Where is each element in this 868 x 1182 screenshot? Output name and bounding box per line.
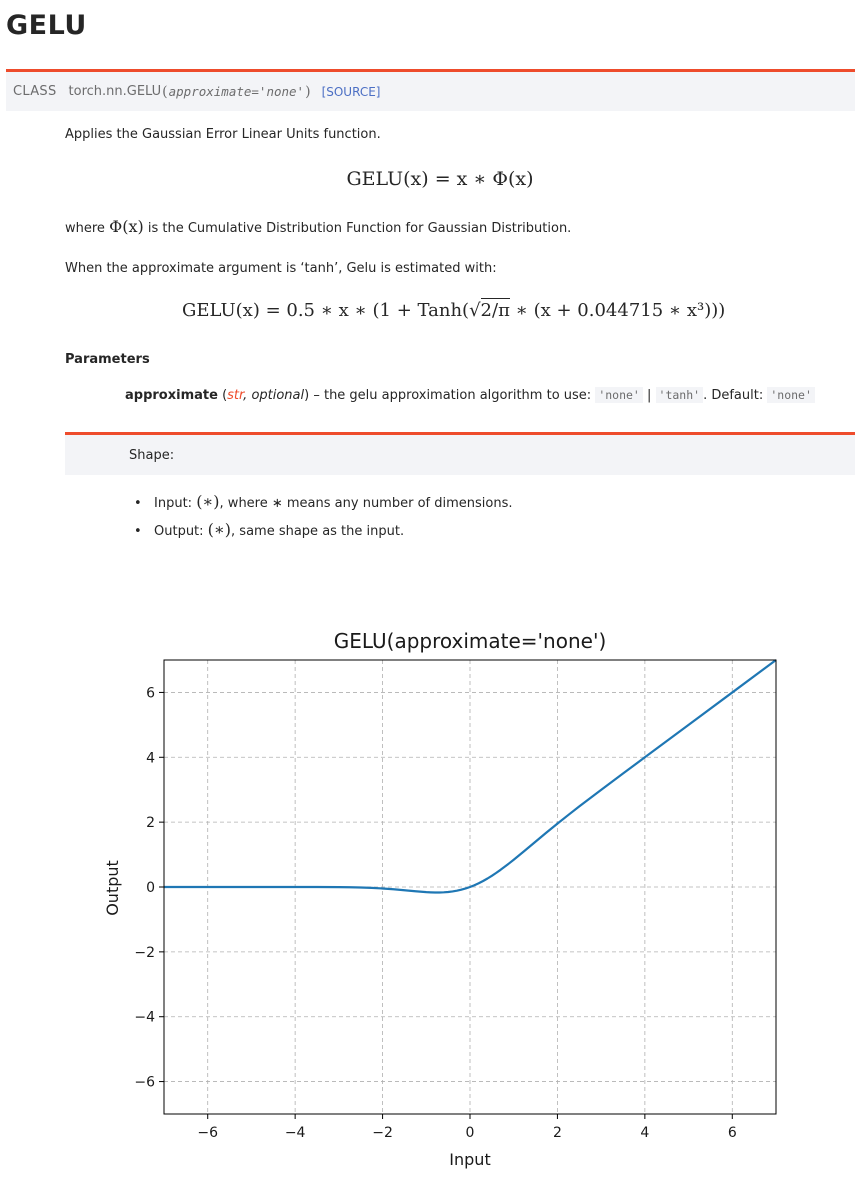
param-name: approximate bbox=[125, 388, 218, 403]
open-paren: ( bbox=[162, 83, 168, 100]
page-title: GELU bbox=[6, 10, 87, 41]
y-tick-label: 4 bbox=[146, 750, 155, 766]
gelu-equation: GELU(x) = x ∗ Φ(x) bbox=[346, 168, 534, 190]
bullet-dot: • bbox=[134, 496, 142, 511]
class-argument: approximate='none' bbox=[168, 84, 305, 99]
shape-item-text: , same shape as the input. bbox=[231, 524, 405, 539]
param-type-close: ) bbox=[304, 388, 310, 403]
param-optional: optional bbox=[251, 388, 305, 403]
where-prefix: where bbox=[65, 221, 105, 236]
class-keyword: CLASS bbox=[13, 84, 57, 99]
class-name: torch.nn.GELU bbox=[68, 84, 162, 99]
where-suffix: is the Cumulative Distribution Function … bbox=[147, 221, 572, 236]
param-type-sep: , bbox=[243, 388, 252, 403]
tanh-equation: GELU(x) = 0.5 ∗ x ∗ (1 + Tanh(√2/π ∗ (x … bbox=[182, 298, 726, 321]
shape-item-math: (∗) bbox=[196, 492, 220, 511]
where-line: where Φ(x) is the Cumulative Distributio… bbox=[65, 217, 571, 236]
param-type-open: ( bbox=[222, 388, 228, 403]
sqrt-body: 2/π bbox=[480, 298, 510, 321]
shape-item-name: Input: bbox=[154, 496, 197, 511]
param-default-label: . Default: bbox=[703, 388, 768, 403]
shape-item-input: • Input: (∗), where ∗ means any number of… bbox=[134, 490, 512, 518]
x-tick-label: 6 bbox=[728, 1125, 737, 1141]
x-tick-label: −6 bbox=[197, 1125, 218, 1141]
plot-frame bbox=[163, 659, 777, 1115]
param-option-none: 'none' bbox=[595, 387, 643, 403]
shape-item-text: , where ∗ means any number of dimensions… bbox=[219, 496, 513, 511]
param-option-sep: | bbox=[642, 388, 656, 403]
x-tick-label: 4 bbox=[640, 1125, 649, 1141]
param-type-link[interactable]: str bbox=[227, 388, 244, 403]
x-tick-label: −4 bbox=[285, 1125, 306, 1141]
y-tick-label: −6 bbox=[134, 1075, 155, 1091]
param-default-value: 'none' bbox=[767, 387, 815, 403]
bullet-dot: • bbox=[134, 524, 142, 539]
intro-text: Applies the Gaussian Error Linear Units … bbox=[65, 127, 381, 142]
x-tick-label: −2 bbox=[372, 1125, 393, 1141]
param-option-tanh: 'tanh' bbox=[655, 387, 704, 403]
gelu-chart: GELU(approximate='none') Input Output −6… bbox=[0, 610, 868, 1182]
shape-box: Shape: bbox=[65, 432, 855, 475]
axis-ticks: −6 −4 −2 0 2 4 6 −6 −4 −2 0 2 4 6 bbox=[134, 685, 736, 1141]
phi-math: Φ(x) bbox=[109, 217, 144, 236]
tanh-equation-left: GELU(x) = 0.5 ∗ x ∗ (1 + Tanh( bbox=[182, 300, 470, 321]
chart-svg: GELU(approximate='none') Input Output −6… bbox=[103, 629, 777, 1169]
class-signature: CLASS torch.nn.GELU ( approximate='none'… bbox=[6, 69, 855, 111]
shape-item-math: (∗) bbox=[207, 520, 232, 539]
sqrt-sign: √ bbox=[469, 300, 481, 321]
y-tick-label: −4 bbox=[134, 1010, 155, 1026]
param-approximate: approximate (str, optional) – the gelu a… bbox=[125, 387, 815, 403]
source-link[interactable]: [SOURCE] bbox=[321, 84, 381, 99]
y-tick-label: −2 bbox=[134, 945, 155, 961]
close-paren: ) bbox=[305, 83, 311, 100]
param-description: – the gelu approximation algorithm to us… bbox=[309, 388, 596, 403]
shape-list: • Input: (∗), where ∗ means any number of… bbox=[134, 490, 512, 546]
chart-xlabel: Input bbox=[449, 1150, 490, 1169]
x-tick-label: 2 bbox=[553, 1125, 562, 1141]
chart-ylabel: Output bbox=[103, 860, 122, 916]
shape-label: Shape: bbox=[129, 447, 175, 463]
tanh-equation-right: ∗ (x + 0.044715 ∗ x³))) bbox=[509, 300, 726, 321]
chart-title: GELU(approximate='none') bbox=[334, 629, 607, 653]
x-tick-label: 0 bbox=[466, 1125, 475, 1141]
approx-note: When the approximate argument is ‘tanh’,… bbox=[65, 261, 497, 276]
shape-item-name: Output: bbox=[154, 524, 208, 539]
y-tick-label: 6 bbox=[146, 685, 155, 701]
y-tick-label: 0 bbox=[146, 880, 155, 896]
series-layer bbox=[164, 659, 777, 894]
gelu-curve bbox=[164, 659, 777, 894]
y-tick-label: 2 bbox=[146, 815, 155, 831]
shape-item-output: • Output: (∗), same shape as the input. bbox=[134, 518, 512, 546]
parameters-heading: Parameters bbox=[65, 352, 150, 367]
